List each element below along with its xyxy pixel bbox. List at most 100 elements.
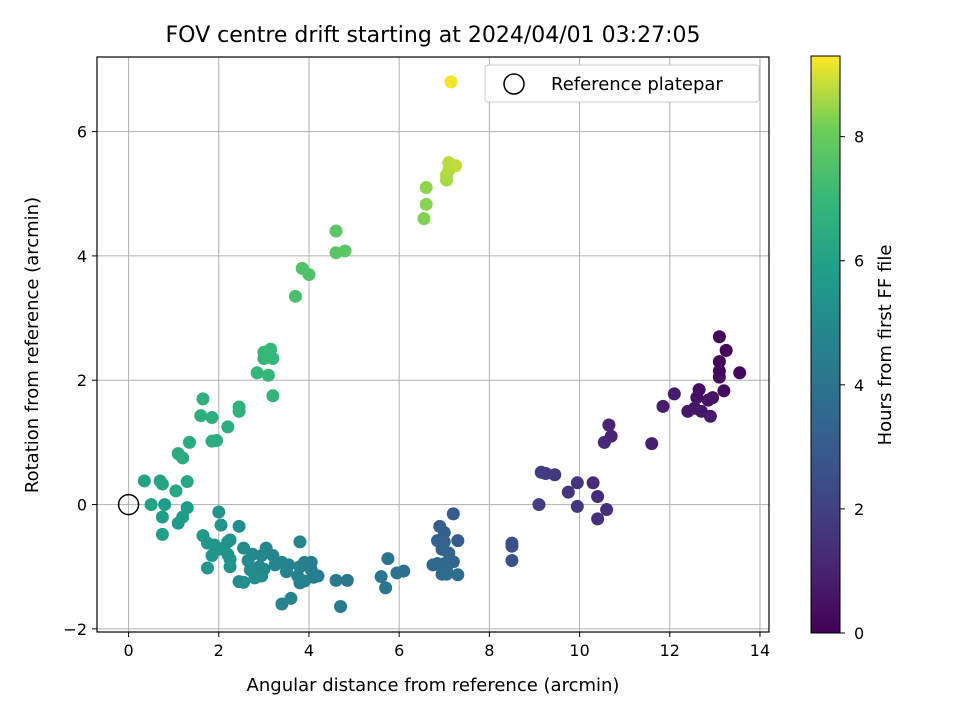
data-point	[250, 366, 264, 380]
data-point	[419, 181, 433, 195]
y-tick-label: 0	[77, 496, 87, 515]
data-point	[182, 435, 196, 449]
x-axis-ticks: 0 2 4 6 8 10 12 14	[123, 632, 770, 660]
data-point	[390, 566, 404, 580]
data-point	[505, 539, 519, 553]
data-point	[534, 465, 548, 479]
y-tick-label: 2	[77, 371, 87, 390]
data-point	[602, 418, 616, 432]
data-point	[302, 268, 316, 282]
data-point	[171, 516, 185, 530]
colorbar-tick-label: 8	[854, 128, 864, 147]
data-point	[237, 575, 251, 589]
y-axis-label: Rotation from reference (arcmin)	[22, 197, 43, 493]
data-points	[117, 75, 747, 614]
data-point	[176, 451, 190, 465]
x-tick-label: 4	[304, 641, 314, 660]
x-axis-label: Angular distance from reference (arcmin)	[247, 675, 620, 696]
data-point	[340, 573, 354, 587]
data-point	[444, 75, 458, 89]
data-point	[180, 475, 194, 489]
data-point	[417, 212, 431, 226]
data-point	[194, 409, 208, 423]
data-point	[419, 197, 433, 211]
data-point	[248, 571, 262, 585]
data-point	[426, 558, 440, 572]
data-point	[717, 384, 731, 398]
colorbar-label: Hours from first FF file	[875, 245, 896, 446]
legend-entry-reference: Reference platepar	[551, 74, 723, 95]
y-axis-ticks: −2 0 2 4 6	[63, 123, 97, 639]
legend-box	[484, 64, 760, 103]
data-point	[169, 484, 183, 498]
data-point	[288, 289, 302, 303]
legend-marker-reference	[503, 73, 525, 95]
data-point	[155, 510, 169, 524]
data-point	[446, 507, 460, 521]
data-point	[597, 435, 611, 449]
data-point	[712, 330, 726, 344]
data-point	[690, 391, 704, 405]
data-point	[334, 600, 348, 614]
x-tick-label: 8	[484, 641, 494, 660]
data-point	[591, 512, 605, 526]
data-point	[645, 437, 659, 451]
data-point	[237, 541, 251, 555]
data-point	[570, 476, 584, 490]
colorbar-tick-label: 4	[854, 376, 864, 395]
data-point	[719, 343, 733, 357]
data-point	[451, 568, 465, 582]
colorbar-tick-label: 0	[854, 624, 864, 643]
data-point	[144, 498, 158, 512]
data-point	[137, 474, 151, 488]
data-point	[214, 518, 228, 532]
x-tick-label: 6	[394, 641, 404, 660]
data-point	[155, 477, 169, 491]
x-tick-label: 14	[750, 641, 770, 660]
data-point	[600, 503, 614, 517]
data-point	[155, 527, 169, 541]
data-point	[586, 476, 600, 490]
data-point	[261, 368, 275, 382]
x-tick-label: 12	[660, 641, 680, 660]
data-point	[701, 393, 715, 407]
data-point	[293, 576, 307, 590]
data-point	[712, 370, 726, 384]
data-point	[451, 534, 465, 548]
data-point	[733, 366, 747, 380]
data-point	[264, 342, 278, 356]
data-point	[279, 565, 293, 579]
colorbar-tick-label: 2	[854, 500, 864, 519]
x-tick-label: 0	[123, 641, 133, 660]
legend: Reference platepar	[484, 64, 760, 103]
data-point	[329, 573, 343, 587]
data-point	[205, 411, 219, 425]
data-point	[266, 389, 280, 403]
plot-frame	[96, 56, 770, 633]
data-point	[304, 563, 318, 577]
data-point	[158, 498, 172, 512]
chart-title: FOV centre drift starting at 2024/04/01 …	[166, 23, 701, 48]
data-point	[221, 420, 235, 434]
data-point	[196, 529, 210, 543]
data-point	[205, 549, 219, 563]
data-point	[656, 399, 670, 413]
data-point	[440, 567, 454, 581]
colorbar	[810, 55, 841, 634]
data-point	[449, 159, 463, 173]
colorbar-ticks: 0 2 4 6 8	[840, 128, 864, 643]
data-point	[561, 485, 575, 499]
data-point	[223, 560, 237, 574]
data-point	[196, 392, 210, 406]
data-point	[591, 489, 605, 503]
data-point	[210, 434, 224, 448]
data-point	[200, 561, 214, 575]
data-point	[212, 505, 226, 519]
data-point	[532, 498, 546, 512]
data-point	[284, 591, 298, 605]
data-point	[667, 387, 681, 401]
data-point	[570, 499, 584, 513]
data-point	[329, 224, 343, 238]
data-point	[681, 404, 695, 418]
